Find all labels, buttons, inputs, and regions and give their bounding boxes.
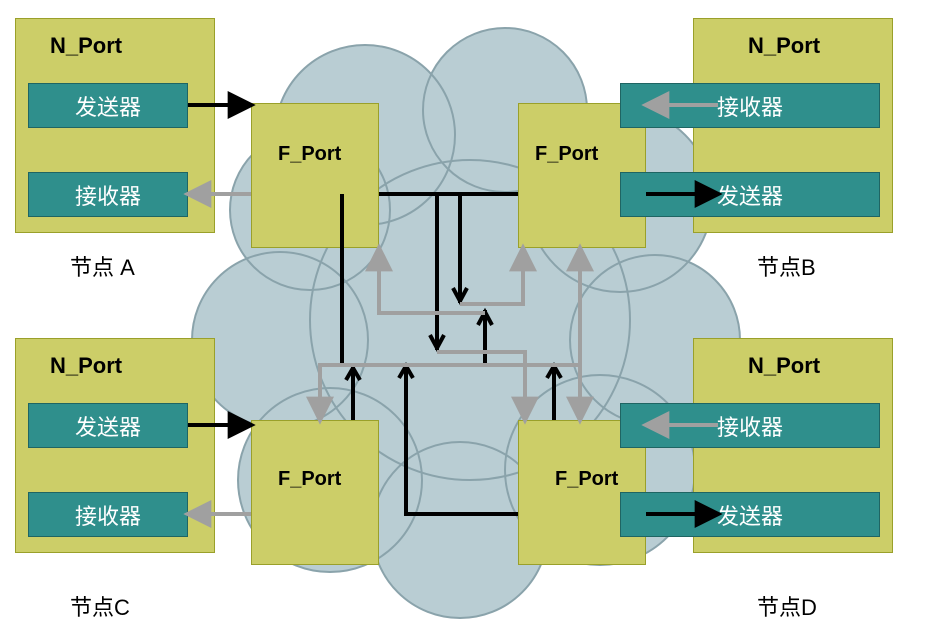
caption-node-c: 节点C [70,590,130,622]
caption-node-d: 节点D [757,590,817,622]
fport-top-right-title: F_Port [535,143,598,166]
nport-b-title: N_Port [748,33,820,59]
node-a-receiver: 接收器 [28,172,188,217]
fport-bottom-left [251,420,379,565]
node-d-receiver: 接收器 [620,403,880,448]
fport-top-left-title: F_Port [278,143,341,166]
nport-a-title: N_Port [50,33,122,59]
caption-node-a: 节点 A [70,250,135,282]
fport-bottom-right-title: F_Port [555,468,618,491]
node-c-receiver: 接收器 [28,492,188,537]
fport-top-left [251,103,379,248]
caption-node-b: 节点B [757,250,816,282]
nport-d-title: N_Port [748,353,820,379]
node-b-transmitter: 发送器 [620,172,880,217]
fport-bottom-left-title: F_Port [278,468,341,491]
node-d-transmitter: 发送器 [620,492,880,537]
node-a-transmitter: 发送器 [28,83,188,128]
node-c-transmitter: 发送器 [28,403,188,448]
node-b-receiver: 接收器 [620,83,880,128]
diagram-stage: N_Port N_Port N_Port N_Port F_Port F_Por… [0,0,941,643]
nport-c-title: N_Port [50,353,122,379]
